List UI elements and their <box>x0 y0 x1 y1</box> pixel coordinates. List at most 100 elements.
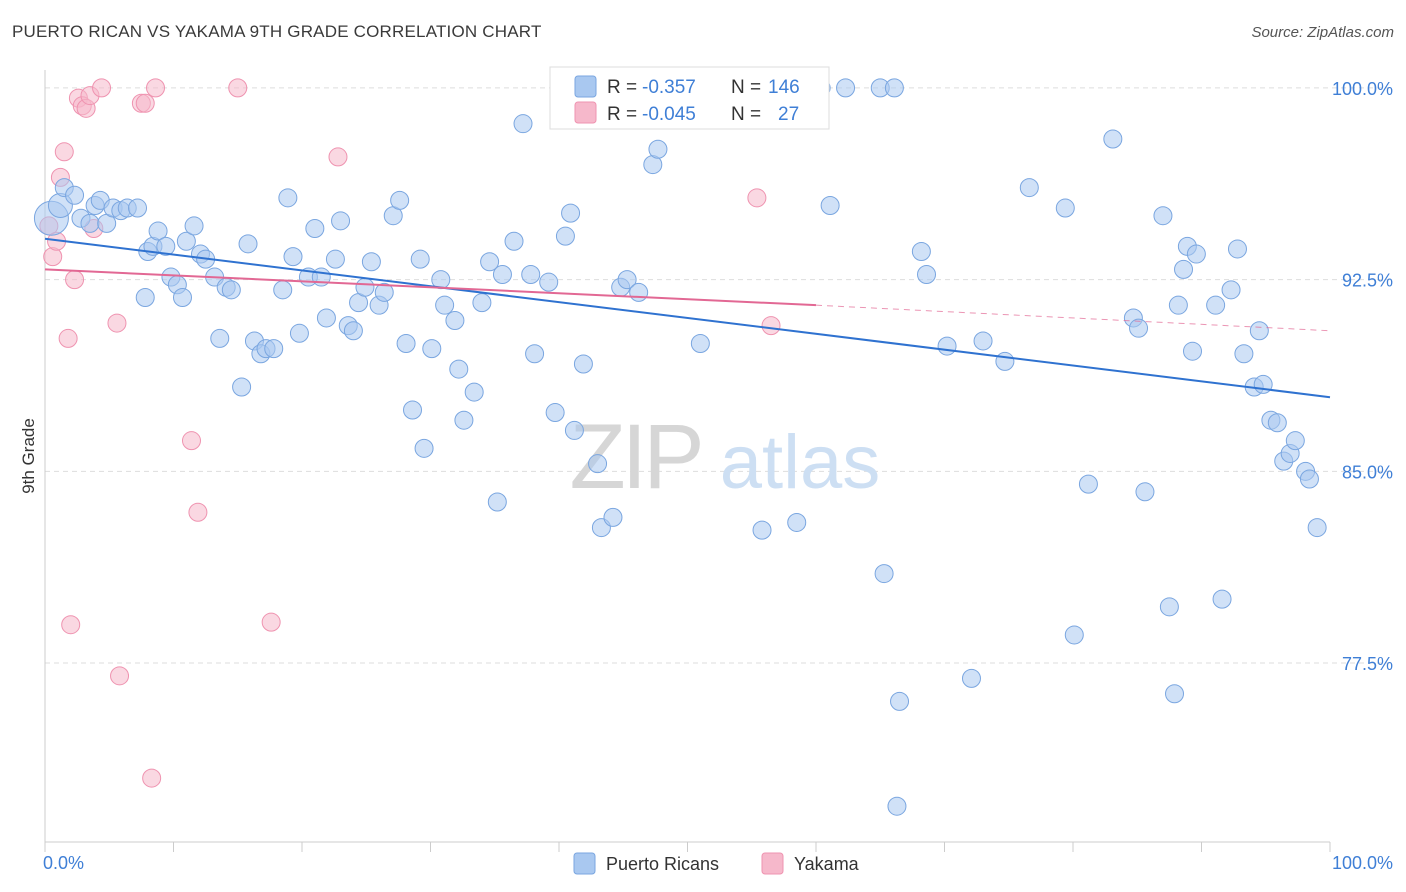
puerto-rican-point-62 <box>449 359 469 379</box>
yakama-point-20 <box>181 431 201 451</box>
yakama-point-18 <box>142 768 162 788</box>
puerto-rican-point-55 <box>403 400 423 420</box>
yakama-point-7 <box>65 270 85 290</box>
puerto-rican-points <box>33 78 1327 816</box>
puerto-rican-point-22 <box>184 216 204 236</box>
puerto-rican-point-112 <box>1103 129 1123 149</box>
puerto-rican-point-5 <box>80 213 100 233</box>
puerto-rican-point-71 <box>521 265 541 285</box>
puerto-rican-point-78 <box>573 354 593 374</box>
puerto-rican-point-123 <box>1186 244 1206 264</box>
puerto-rican-point-76 <box>561 203 581 223</box>
puerto-rican-point-61 <box>445 311 465 331</box>
axis-labels: 100.0% 92.5% 85.0% 77.5% 0.0% 100.0% 9th Grade <box>19 79 1393 873</box>
yakama-point-17 <box>135 93 155 113</box>
puerto-rican-point-96 <box>836 78 856 98</box>
puerto-rican-point-108 <box>1019 178 1039 198</box>
axes <box>44 70 1331 852</box>
puerto-rican-point-118 <box>1165 684 1185 704</box>
puerto-rican-point-117 <box>1159 597 1179 617</box>
puerto-rican-point-49 <box>361 252 381 272</box>
x-tick-label-0: 0.0% <box>43 853 84 873</box>
chart-source: Source: ZipAtlas.com <box>1251 24 1394 41</box>
puerto-rican-point-128 <box>1234 344 1254 364</box>
legend-n-label-pink: N = <box>731 104 761 125</box>
puerto-rican-point-125 <box>1212 589 1232 609</box>
puerto-rican-point-74 <box>545 403 565 423</box>
legend-r-label-pink: R = <box>607 104 637 125</box>
puerto-rican-point-36 <box>278 188 298 208</box>
puerto-rican-point-130 <box>1249 321 1269 341</box>
puerto-rican-point-56 <box>410 249 430 269</box>
yakama-point-23 <box>261 612 281 632</box>
puerto-rican-point-75 <box>555 226 575 246</box>
trend-line-yakama <box>44 268 817 307</box>
puerto-rican-point-81 <box>603 507 623 527</box>
puerto-rican-point-40 <box>305 218 325 238</box>
yakama-point-15 <box>110 666 130 686</box>
trend-line-puerto-ricans <box>44 237 1331 399</box>
yakama-point-4 <box>54 142 74 162</box>
puerto-rican-point-58 <box>422 339 442 359</box>
puerto-rican-point-99 <box>874 564 894 584</box>
legend-swatch-blue <box>574 75 597 98</box>
puerto-rican-point-65 <box>472 293 492 313</box>
puerto-rican-point-37 <box>283 247 303 267</box>
puerto-rican-point-86 <box>648 139 668 159</box>
puerto-rican-point-53 <box>390 190 410 210</box>
puerto-rican-point-16 <box>148 221 168 241</box>
yakama-point-19 <box>146 78 166 98</box>
puerto-rican-point-136 <box>1285 431 1305 451</box>
puerto-rican-point-68 <box>492 265 512 285</box>
puerto-rican-point-13 <box>135 288 155 308</box>
puerto-rican-point-67 <box>487 492 507 512</box>
puerto-rican-point-91 <box>752 520 772 540</box>
puerto-rican-point-69 <box>504 231 524 251</box>
x-tick-label-1: 100.0% <box>1332 853 1393 873</box>
puerto-rican-point-122 <box>1183 341 1203 361</box>
puerto-rican-point-46 <box>343 321 363 341</box>
puerto-rican-point-84 <box>629 282 649 302</box>
trend-line-yakama-extension <box>815 304 1331 332</box>
puerto-rican-point-77 <box>564 420 584 440</box>
y-tick-label-2: 85.0% <box>1342 462 1393 482</box>
y-tick-label-3: 77.5% <box>1342 654 1393 674</box>
puerto-rican-point-127 <box>1227 239 1247 259</box>
puerto-rican-point-72 <box>525 344 545 364</box>
bottom-legend-swatch-blue <box>573 852 596 875</box>
puerto-rican-point-92 <box>787 512 807 532</box>
yakama-point-6 <box>61 615 81 635</box>
puerto-rican-point-115 <box>1135 482 1155 502</box>
puerto-rican-point-119 <box>1168 295 1188 315</box>
bottom-legend-yakama: Yakama <box>794 854 860 874</box>
puerto-rican-point-64 <box>464 382 484 402</box>
puerto-rican-point-3 <box>65 185 85 205</box>
legend-r-value-pink: -0.045 <box>642 104 696 125</box>
puerto-rican-point-35 <box>273 280 293 300</box>
y-axis-title: 9th Grade <box>19 418 38 494</box>
legend-r-label-blue: R = <box>607 77 637 98</box>
puerto-rican-point-51 <box>374 282 394 302</box>
puerto-rican-point-20 <box>172 288 192 308</box>
puerto-rican-point-73 <box>539 272 559 292</box>
yakama-point-21 <box>188 502 208 522</box>
chart-title: PUERTO RICAN VS YAKAMA 9TH GRADE CORRELA… <box>12 22 542 41</box>
puerto-rican-point-114 <box>1129 318 1149 338</box>
bottom-legend-swatch-pink <box>761 852 784 875</box>
puerto-rican-point-111 <box>1078 474 1098 494</box>
puerto-rican-point-21 <box>176 231 196 251</box>
puerto-rican-point-26 <box>210 328 230 348</box>
puerto-rican-point-83 <box>617 270 637 290</box>
puerto-rican-point-79 <box>588 454 608 474</box>
puerto-rican-point-102 <box>911 241 931 261</box>
puerto-rican-point-124 <box>1206 295 1226 315</box>
grid-lines <box>45 87 1390 664</box>
puerto-rican-point-38 <box>289 323 309 343</box>
puerto-rican-point-43 <box>325 249 345 269</box>
y-tick-label-0: 100.0% <box>1332 79 1393 99</box>
puerto-rican-point-70 <box>513 114 533 134</box>
puerto-rican-point-101 <box>887 796 907 816</box>
puerto-rican-point-103 <box>917 265 937 285</box>
